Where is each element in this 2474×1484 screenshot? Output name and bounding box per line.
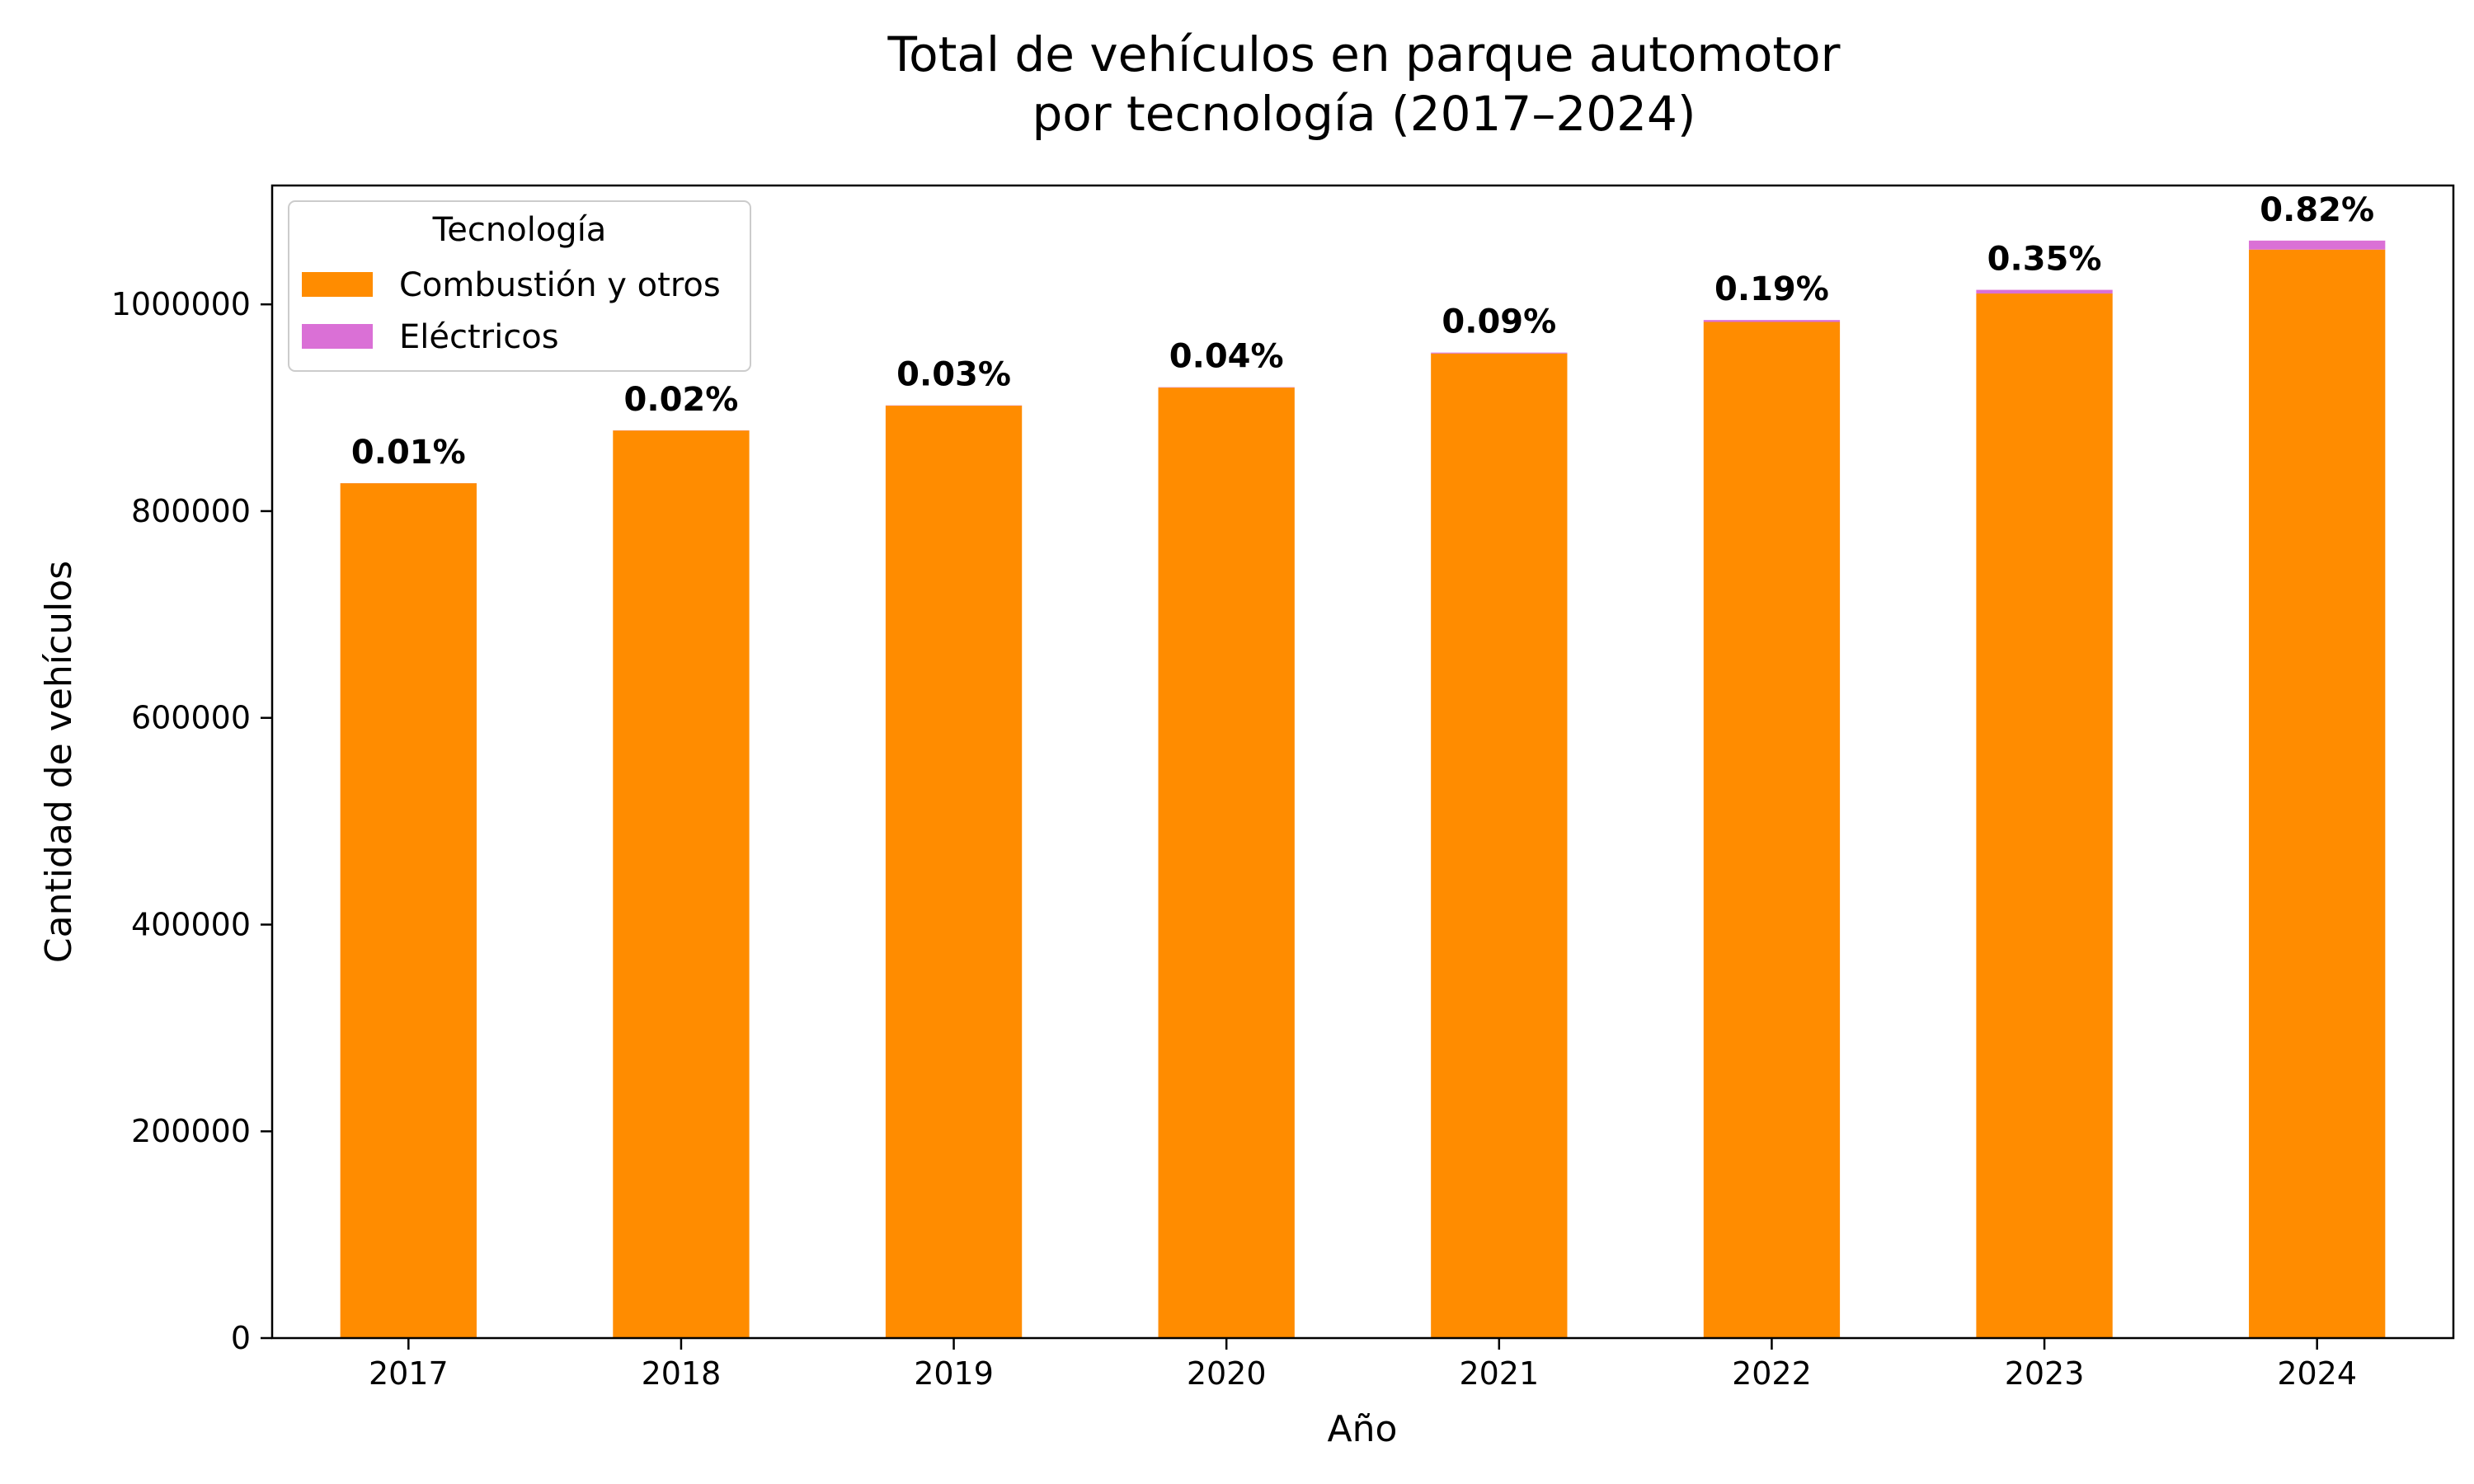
data-label-2018: 0.02%	[624, 381, 739, 419]
legend-swatch-electric	[302, 324, 373, 349]
bar-electric-2024	[2249, 240, 2386, 250]
x-axis-ticks: 2017 2018 2019 2020 2021 2022 2023 2024	[369, 1338, 2357, 1392]
y-axis-ticks: 0 200000 400000 600000 800000 1000000	[111, 286, 272, 1356]
x-tick-label-2017: 2017	[369, 1355, 449, 1392]
bar-combustion-2021	[1431, 353, 1568, 1338]
x-tick-label-2019: 2019	[914, 1355, 994, 1392]
data-label-2022: 0.19%	[1714, 270, 1829, 308]
data-label-2023: 0.35%	[1987, 241, 2102, 279]
x-tick-label-2024: 2024	[2277, 1355, 2357, 1392]
bar-combustion-2023	[1976, 294, 2113, 1338]
legend-swatch-combustion	[302, 272, 373, 297]
y-tick-label-600000: 600000	[131, 700, 251, 736]
data-label-2019: 0.03%	[896, 356, 1011, 394]
y-tick-label-400000: 400000	[131, 906, 251, 942]
data-label-2024: 0.82%	[2260, 191, 2374, 229]
x-tick-label-2020: 2020	[1187, 1355, 1267, 1392]
y-tick-label-0: 0	[231, 1320, 251, 1356]
legend: Tecnología Combustión y otros Eléctricos	[288, 200, 751, 372]
bar-combustion-2024	[2249, 249, 2386, 1338]
y-tick-label-1000000: 1000000	[111, 286, 251, 322]
bar-electric-2023	[1976, 289, 2113, 294]
x-tick-label-2021: 2021	[1459, 1355, 1539, 1392]
bars-group	[340, 240, 2386, 1339]
legend-label-electric: Eléctricos	[399, 318, 559, 356]
x-axis-label: Año	[1328, 1408, 1398, 1450]
bar-combustion-2020	[1158, 387, 1295, 1339]
y-axis-label: Cantidad de vehículos	[38, 561, 80, 963]
y-tick-label-800000: 800000	[131, 493, 251, 529]
x-tick-label-2018: 2018	[642, 1355, 722, 1392]
chart-title-line-2: por tecnología (2017–2024)	[1032, 86, 1696, 142]
bar-combustion-2019	[885, 406, 1023, 1338]
legend-title: Tecnología	[432, 211, 607, 249]
bar-combustion-2022	[1703, 322, 1841, 1338]
y-tick-label-200000: 200000	[131, 1113, 251, 1149]
legend-box	[288, 200, 751, 372]
x-tick-label-2023: 2023	[2005, 1355, 2085, 1392]
chart-title-line-1: Total de vehículos en parque automotor	[887, 26, 1841, 82]
data-label-2021: 0.09%	[1442, 303, 1556, 341]
legend-label-combustion: Combustión y otros	[399, 266, 721, 304]
bar-combustion-2018	[613, 430, 750, 1339]
plot-frame	[270, 184, 2455, 1340]
data-labels-group: 0.01% 0.02% 0.03% 0.04% 0.09% 0.19% 0.35% 0.82%	[351, 191, 2374, 472]
x-tick-label-2022: 2022	[1732, 1355, 1812, 1392]
bar-electric-2021	[1431, 352, 1568, 354]
bar-electric-2022	[1703, 320, 1841, 322]
data-label-2020: 0.04%	[1169, 338, 1284, 376]
bar-combustion-2017	[340, 483, 477, 1338]
data-label-2017: 0.01%	[351, 434, 466, 472]
